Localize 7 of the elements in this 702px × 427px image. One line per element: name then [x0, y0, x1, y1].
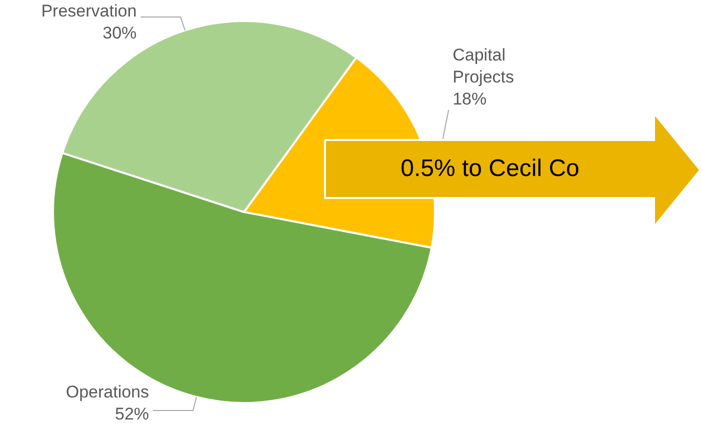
data-label: 52%: [114, 404, 150, 424]
data-label: 30%: [102, 24, 137, 43]
slice-label: Capital Projects: [452, 46, 514, 87]
slice-label: Operations: [66, 382, 150, 402]
slice-label: Preservation: [41, 2, 137, 21]
text: 0.5% to Cecil Co: [325, 140, 655, 198]
data-label: 18%: [452, 90, 487, 109]
